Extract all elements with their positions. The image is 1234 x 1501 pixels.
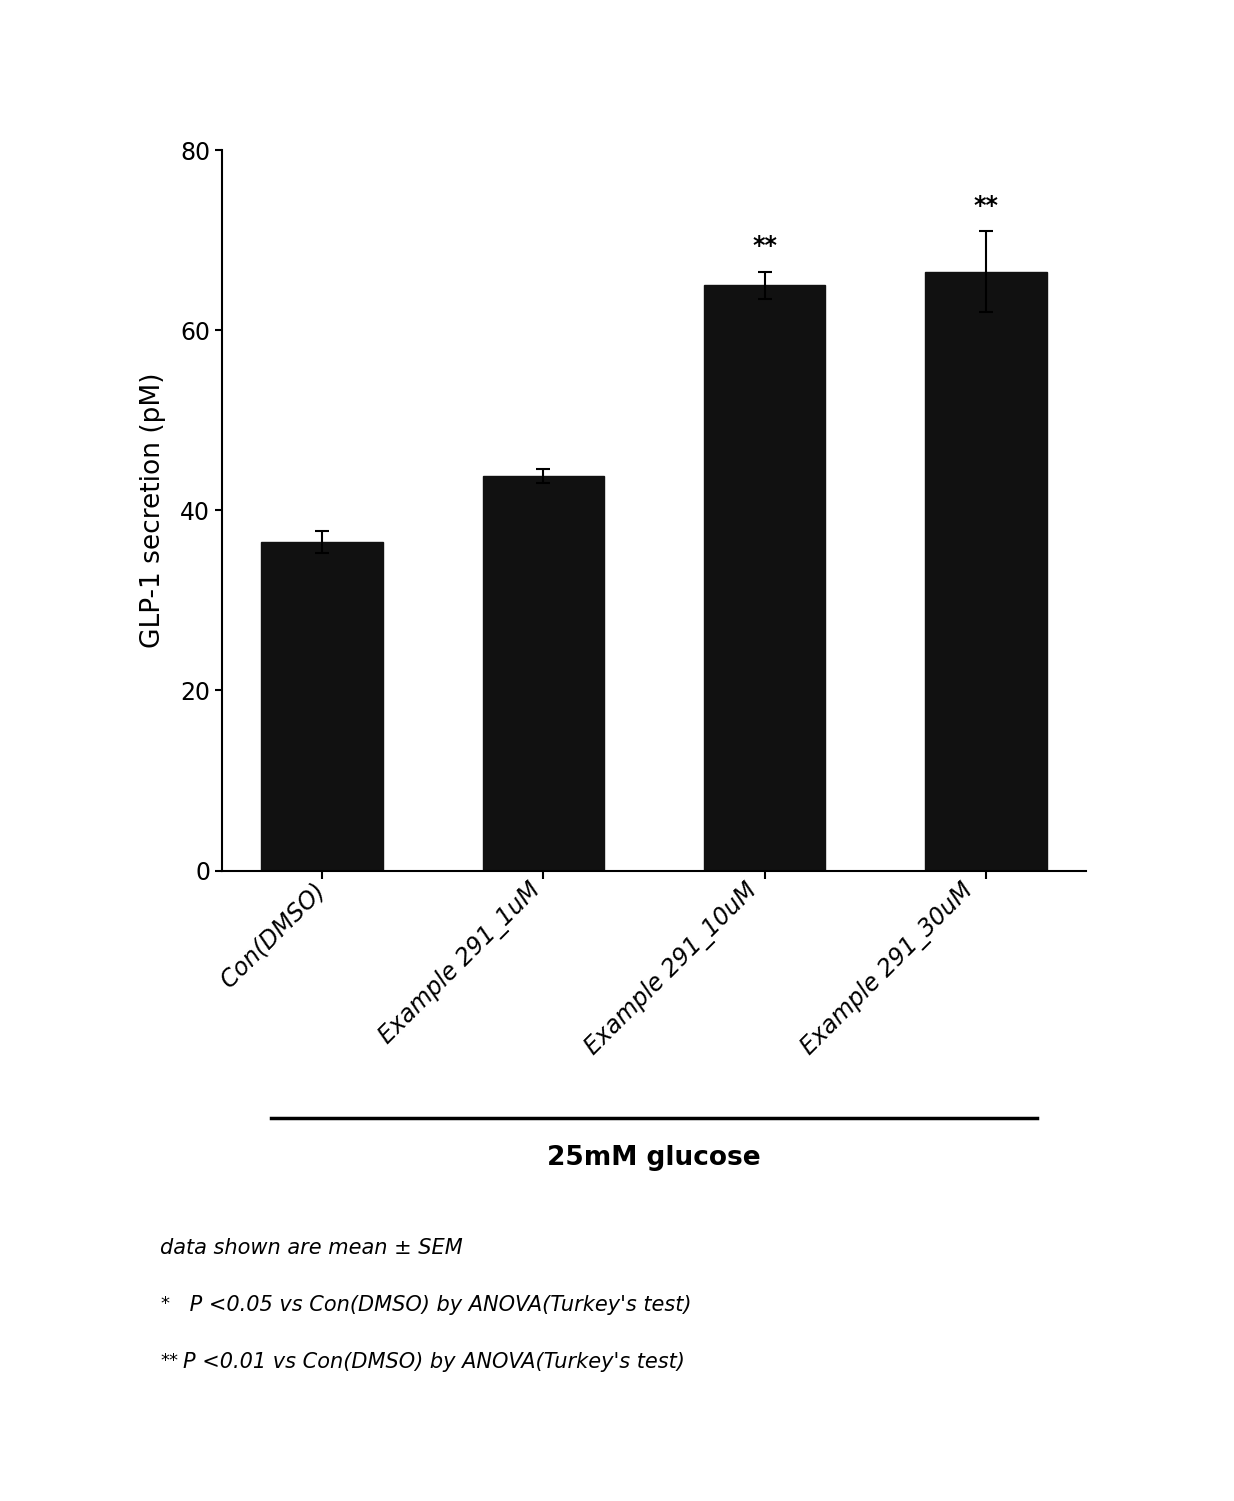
Text: Example 291_10uM: Example 291_10uM: [580, 878, 761, 1060]
Text: 25mM glucose: 25mM glucose: [547, 1145, 761, 1171]
Text: P <0.01 vs Con(DMSO) by ANOVA(Turkey's test): P <0.01 vs Con(DMSO) by ANOVA(Turkey's t…: [183, 1352, 685, 1372]
Text: Con(DMSO): Con(DMSO): [216, 878, 329, 992]
Y-axis label: GLP-1 secretion (pM): GLP-1 secretion (pM): [141, 372, 167, 648]
Text: *: *: [160, 1295, 169, 1313]
Bar: [262, 542, 383, 871]
Text: **: **: [160, 1352, 179, 1370]
Text: P <0.05 vs Con(DMSO) by ANOVA(Turkey's test): P <0.05 vs Con(DMSO) by ANOVA(Turkey's t…: [183, 1295, 691, 1315]
Text: data shown are mean ± SEM: data shown are mean ± SEM: [160, 1238, 463, 1258]
Bar: [482, 476, 605, 871]
Text: Example 291_1uM: Example 291_1uM: [375, 878, 545, 1049]
Bar: [703, 285, 826, 871]
Bar: [926, 272, 1046, 871]
Text: **: **: [974, 194, 998, 218]
Text: Example 291_30uM: Example 291_30uM: [796, 878, 977, 1060]
Text: **: **: [752, 234, 777, 258]
